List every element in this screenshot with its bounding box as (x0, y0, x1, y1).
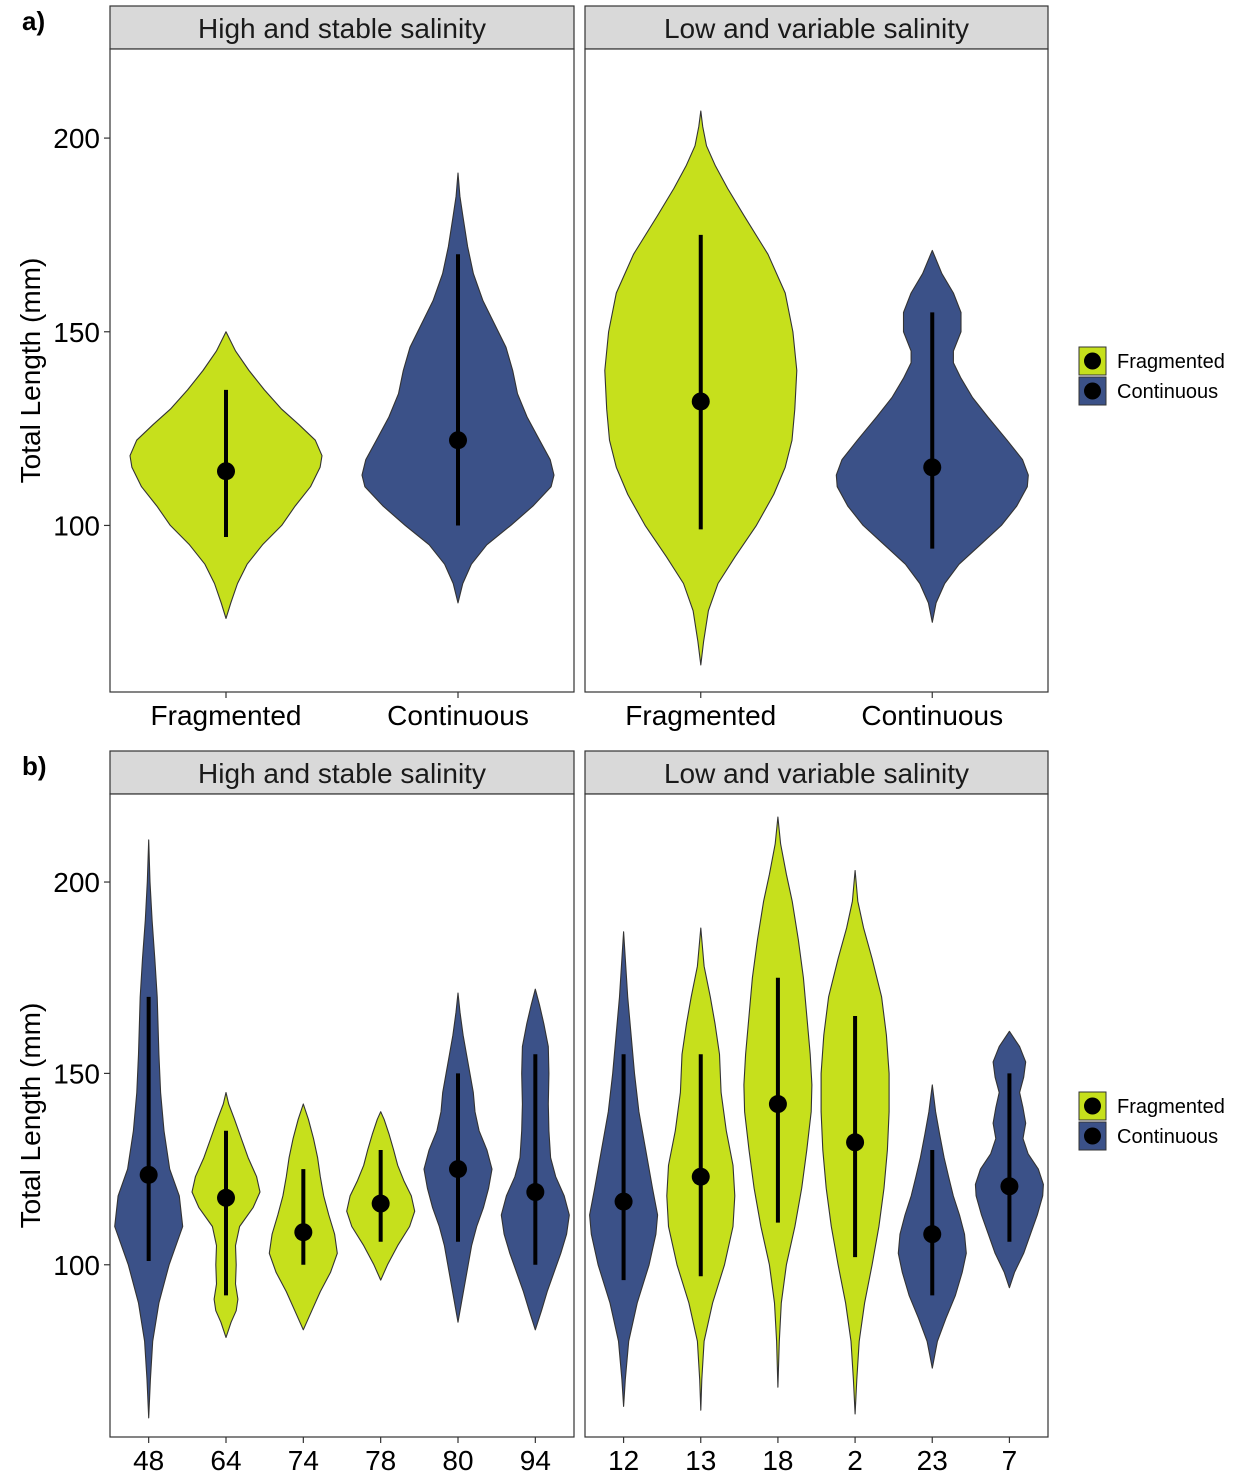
mean-point (691, 1167, 710, 1186)
legend-label: Fragmented (1117, 1096, 1225, 1118)
facet-2: Low and variable salinity 12 13 18 2 23 7 (584, 750, 1049, 1475)
violin-group: Continuous (835, 249, 1029, 731)
y-tick-label: 150 (53, 1058, 100, 1089)
y-axis-label: Total Length (mm) (15, 258, 46, 484)
facet-strip (109, 750, 575, 795)
x-tick-label: 12 (608, 1445, 639, 1475)
x-tick-label: 7 (1002, 1445, 1018, 1475)
y-axis-label: Total Length (mm) (15, 1003, 46, 1229)
violin-group: Fragmented (604, 110, 798, 731)
mean-point (846, 1133, 865, 1152)
y-tick-label: 200 (53, 867, 100, 898)
legend-label: Fragmented (1117, 351, 1225, 373)
violin-group: 12 (589, 931, 659, 1475)
facet-strip-label: Low and variable salinity (664, 13, 969, 44)
violin-group: 80 (423, 992, 493, 1475)
mean-point (217, 462, 235, 481)
legend: Fragmented Continuous (1078, 1091, 1225, 1151)
legend: Fragmented Continuous (1078, 346, 1225, 406)
violin-group: 13 (666, 927, 736, 1475)
panel-label: b) (22, 751, 47, 781)
facet-1: High and stable salinity Fragmented Contin… (109, 5, 575, 731)
facet-strip-label: High and stable salinity (198, 13, 486, 44)
legend-label: Continuous (1117, 381, 1218, 403)
violin-group: 74 (268, 1103, 338, 1475)
facet-1: High and stable salinity 48 64 74 78 80 94 (109, 750, 575, 1475)
y-tick-label: 100 (53, 510, 100, 541)
facet-strip-label: High and stable salinity (198, 758, 486, 789)
violin-group: 94 (500, 988, 570, 1475)
mean-point (294, 1223, 313, 1242)
violin-group: Fragmented (129, 331, 323, 731)
y-tick-label: 100 (53, 1250, 100, 1281)
mean-point (449, 1160, 467, 1179)
mean-point (691, 392, 710, 411)
x-tick-label: Continuous (387, 700, 529, 731)
legend-key-point (1084, 352, 1101, 370)
violin-group: Continuous (361, 172, 555, 731)
mean-point (217, 1188, 235, 1207)
violin-group: 2 (820, 869, 890, 1475)
legend-key-point (1084, 1127, 1101, 1145)
violin-group: 78 (346, 1111, 416, 1475)
chart-panel-b: b) Total Length (mm)100 150 200 High and sta… (15, 750, 1225, 1475)
chart-panel-a: a) Total Length (mm)100 150 200 High and sta… (15, 5, 1225, 731)
mean-point (526, 1183, 545, 1202)
facet-strip-label: Low and variable salinity (664, 758, 969, 789)
mean-point (923, 458, 942, 477)
x-tick-label: 23 (917, 1445, 948, 1475)
legend-key-point (1084, 382, 1101, 400)
mean-point (449, 431, 467, 450)
x-tick-label: Fragmented (151, 700, 302, 731)
violin-group: 7 (974, 1030, 1044, 1475)
facet-panel (584, 793, 1049, 1438)
mean-point (614, 1192, 633, 1211)
x-tick-label: 48 (133, 1445, 164, 1475)
panel-label: a) (22, 6, 45, 36)
mean-point (768, 1095, 787, 1114)
y-tick-label: 200 (53, 123, 100, 154)
mean-point (139, 1165, 158, 1184)
facet-panel (109, 793, 575, 1438)
legend-key-point (1084, 1097, 1101, 1115)
violin-group: 18 (743, 816, 813, 1475)
facet-strip (584, 750, 1049, 795)
facet-strip (109, 5, 575, 50)
x-tick-label: 78 (365, 1445, 396, 1475)
mean-point (923, 1225, 942, 1244)
mean-point (1000, 1177, 1019, 1196)
x-tick-label: 80 (442, 1445, 473, 1475)
facet-2: Low and variable salinity Fragmented Conti… (584, 5, 1049, 731)
x-tick-label: 64 (210, 1445, 241, 1475)
x-tick-label: 2 (847, 1445, 863, 1475)
violin-group: 48 (114, 839, 184, 1475)
mean-point (371, 1194, 390, 1213)
x-tick-label: Continuous (861, 700, 1003, 731)
x-tick-label: 13 (685, 1445, 716, 1475)
facet-strip (584, 5, 1049, 50)
x-tick-label: 74 (288, 1445, 319, 1475)
legend-label: Continuous (1117, 1126, 1218, 1148)
violin-group: 64 (191, 1091, 261, 1475)
y-tick-label: 150 (53, 317, 100, 348)
x-tick-label: 94 (520, 1445, 551, 1475)
violin-group: 23 (897, 1084, 967, 1475)
x-tick-label: 18 (762, 1445, 793, 1475)
x-tick-label: Fragmented (625, 700, 776, 731)
